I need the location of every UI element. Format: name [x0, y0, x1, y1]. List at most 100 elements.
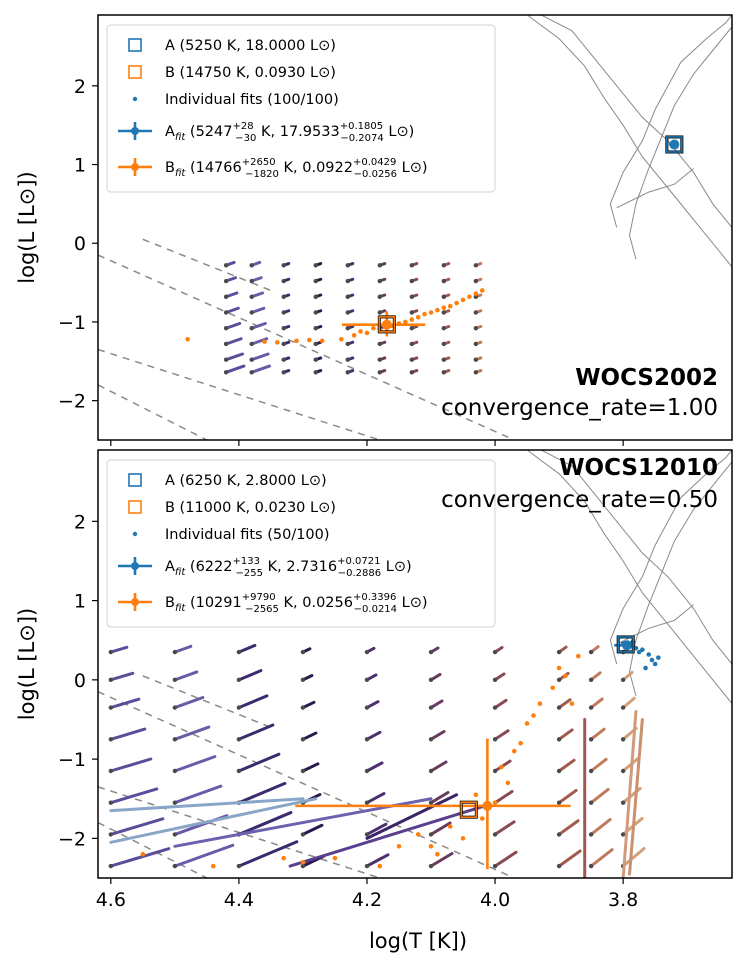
grid-stick [173, 755, 217, 773]
legend-label-part: +0.3396 [353, 592, 396, 603]
grid-point [172, 677, 178, 683]
fit-dot-b [396, 843, 402, 849]
true-a-marker-color [617, 636, 634, 653]
grid-stick [557, 819, 580, 836]
fit-dot-b [556, 665, 562, 671]
fit-dot-b [403, 319, 408, 325]
grid-point [588, 737, 594, 742]
grid-point [108, 832, 114, 837]
grid-stick [173, 784, 223, 805]
true-b-marker [459, 800, 478, 819]
grid-stick [224, 337, 243, 346]
y-axis-label: log(L [L⊙]) [15, 171, 39, 283]
grid-point [620, 768, 626, 774]
isochrone-curve-3 [609, 450, 732, 665]
legend-label-part: −255 [236, 568, 263, 579]
grid-point [223, 341, 229, 347]
grid-point [441, 370, 447, 375]
grid-point [473, 370, 479, 375]
legend-label-part: fit [175, 567, 186, 578]
grid-point [249, 294, 254, 299]
grid-point [108, 800, 114, 805]
grid-point [172, 768, 178, 774]
grid-point [249, 310, 254, 315]
fit-dot-b [537, 701, 543, 706]
highlight-stick [628, 717, 644, 876]
grid-point [556, 832, 562, 837]
grid-point [223, 278, 229, 284]
legend-label-part: (6222 [185, 559, 232, 575]
legend-label: Individual fits (50/100) [165, 527, 330, 543]
fit-dot-b [371, 325, 376, 331]
true-a-marker [616, 635, 635, 654]
legend-marker-dot [131, 598, 139, 606]
dashed-radius-line-1 [98, 254, 515, 440]
grid-stick [173, 725, 211, 741]
fit-b-errorbar-marker [482, 800, 493, 811]
fit-dot-b [435, 307, 440, 313]
grid-point [364, 705, 370, 710]
grid-point [249, 278, 254, 284]
grid-point [588, 800, 594, 805]
grid-point [300, 863, 306, 869]
fit-dot-b [447, 824, 453, 829]
grid-stick [250, 364, 271, 374]
grid-point [236, 768, 242, 774]
fit-dot-b [415, 314, 421, 320]
grid-point [236, 705, 242, 710]
isochrone-curve-3 [609, 15, 732, 228]
grid-point [409, 357, 414, 362]
axes-frame [97, 449, 733, 879]
grid-point [313, 326, 318, 331]
grid-stick [589, 697, 604, 710]
fit-dot-b [531, 713, 536, 718]
legend-marker-dot [132, 531, 138, 537]
legend-label-part: −2565 [245, 604, 279, 615]
grid-point [223, 370, 229, 375]
y-tick-label: 0 [74, 233, 86, 255]
fit-dot-a [656, 655, 661, 660]
grid-point [492, 737, 498, 742]
fit-dot-b [473, 291, 479, 296]
grid-point [620, 737, 626, 742]
chart-title: WOCS2002 [575, 365, 718, 391]
isochrone-curve-2 [540, 15, 732, 228]
fit-dot-b [351, 333, 357, 338]
grid-stick [429, 821, 452, 836]
grid-point [281, 357, 286, 362]
grid-point [620, 677, 626, 683]
grid-point [281, 341, 286, 347]
grid-point [172, 737, 178, 742]
fit-dot-b [339, 336, 344, 342]
highlight-sticks [109, 710, 644, 878]
grid-point [441, 263, 447, 268]
chart-title: WOCS12010 [559, 455, 718, 481]
grid-point [377, 341, 382, 347]
grid-point [620, 800, 626, 805]
legend-marker-square [128, 500, 142, 514]
y-tick-label: 1 [74, 591, 86, 613]
grid-point [345, 357, 350, 362]
grid-stick [237, 643, 257, 654]
y-tick-label: −2 [58, 391, 86, 413]
fit-dot-b [518, 740, 523, 746]
grid-stick [237, 752, 281, 773]
legend-label-part: L⊙) [397, 160, 428, 176]
highlight-stick [621, 710, 638, 878]
isochrone-curve-4 [628, 26, 732, 260]
grid-point [345, 310, 350, 315]
legend-label-part: L⊙) [384, 124, 415, 140]
fit-dot-b [409, 317, 415, 322]
fit-dot-b [307, 337, 312, 343]
grid-stick [237, 723, 275, 741]
grid-point [377, 278, 382, 284]
grid-point [249, 341, 254, 347]
fit-dot-b [415, 832, 421, 837]
grid-stick [365, 822, 388, 836]
panel-top: 2 1 0 −1 −2 log(L [L⊙]) A (5250 K, 18.0000 L⊙)… [15, 14, 733, 446]
legend-label-part: +9790 [242, 592, 276, 603]
fit-dot-b [281, 855, 287, 861]
fit-dot-a [646, 652, 652, 657]
grid-point [364, 649, 370, 655]
